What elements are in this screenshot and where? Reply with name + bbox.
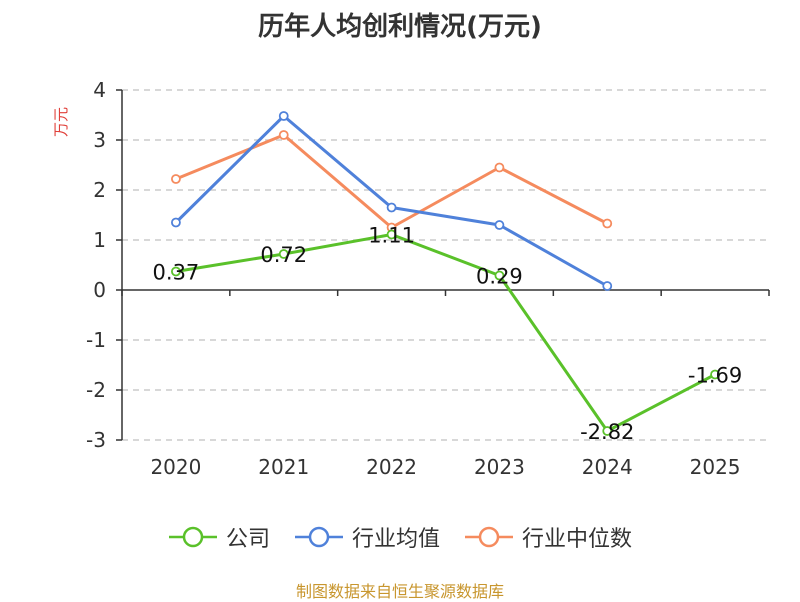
- chart-title: 历年人均创利情况(万元): [258, 12, 542, 42]
- data-point: [710, 369, 720, 380]
- data-point: [602, 281, 613, 291]
- chart-legend: 公司 行业均值 行业中位数: [0, 520, 800, 554]
- data-point: [494, 220, 505, 230]
- y-tick-label: -1: [86, 328, 106, 352]
- data-point: [494, 270, 505, 281]
- y-axis-title: 万元: [52, 107, 70, 137]
- data-label: 0.72: [260, 243, 307, 267]
- data-point: [386, 229, 397, 240]
- data-label: 1.11: [368, 224, 415, 248]
- legend-label: 公司: [225, 527, 270, 552]
- data-point: [171, 217, 181, 228]
- data-point: [278, 111, 289, 121]
- data-label: 0.29: [476, 265, 523, 289]
- legend-label: 行业均值: [351, 527, 440, 552]
- x-tick-label: 2025: [690, 455, 741, 479]
- y-tick-label: 0: [93, 278, 106, 302]
- data-point: [171, 266, 181, 277]
- data-point: [494, 162, 505, 173]
- data-point: [278, 130, 289, 140]
- series-line: [175, 133, 608, 229]
- x-tick-label: 2024: [582, 455, 633, 479]
- x-tick-label: 2021: [258, 455, 309, 479]
- y-tick-label: -2: [86, 378, 106, 402]
- x-tick-label: 2022: [366, 455, 417, 479]
- y-tick-label: 4: [93, 78, 106, 102]
- data-point: [386, 202, 397, 213]
- data-point: [602, 426, 613, 436]
- y-tick-label: 1: [93, 228, 106, 252]
- legend-label: 行业中位数: [522, 527, 633, 552]
- legend-item[interactable]: 行业中位数: [464, 521, 632, 553]
- x-tick-label: 2023: [474, 455, 525, 479]
- data-label: -2.82: [580, 420, 634, 444]
- y-tick-label: -3: [86, 428, 106, 452]
- y-tick-label: 3: [93, 128, 106, 152]
- legend-line-circle-icon: [168, 526, 217, 548]
- data-point: [602, 218, 613, 229]
- source-note: 制图数据来自恒生聚源数据库: [295, 582, 504, 601]
- data-point: [278, 249, 289, 259]
- legend-line-circle-icon: [465, 526, 513, 548]
- series-line: [175, 233, 716, 433]
- data-label: -1.69: [688, 364, 742, 388]
- legend-item[interactable]: 公司: [168, 521, 270, 553]
- data-point: [171, 174, 181, 184]
- legend-item[interactable]: 行业均值: [294, 521, 440, 553]
- legend-line-circle-icon: [294, 526, 343, 548]
- y-tick-label: 2: [93, 178, 106, 202]
- x-tick-label: 2020: [150, 455, 201, 479]
- data-label: 0.37: [153, 261, 200, 285]
